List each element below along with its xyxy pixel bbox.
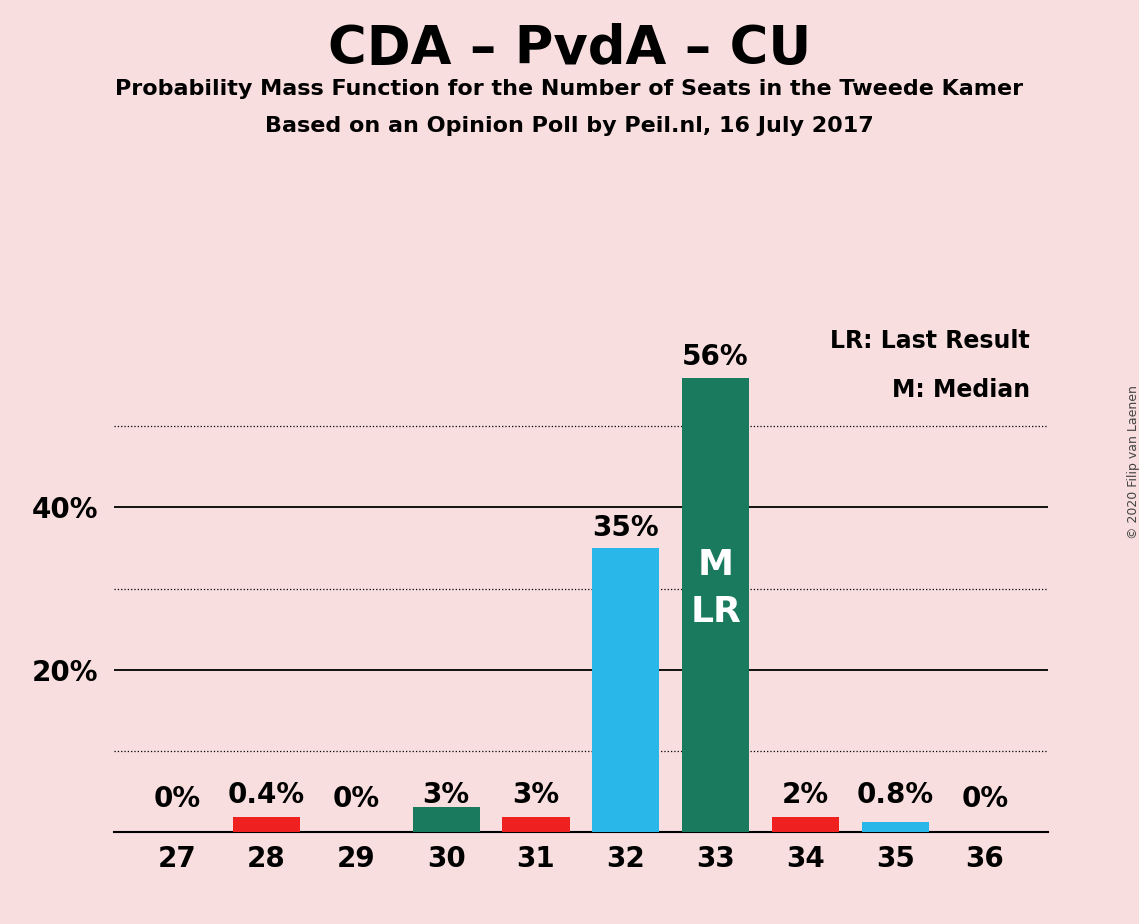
Text: 0.8%: 0.8% <box>857 781 934 808</box>
Bar <box>772 817 839 832</box>
Text: 56%: 56% <box>682 344 749 371</box>
Text: LR: Last Result: LR: Last Result <box>830 329 1030 353</box>
Bar <box>861 821 929 832</box>
Text: 0%: 0% <box>961 785 1008 813</box>
Text: 3%: 3% <box>423 781 469 808</box>
Bar <box>412 808 480 832</box>
Text: CDA – PvdA – CU: CDA – PvdA – CU <box>328 23 811 75</box>
Text: 0%: 0% <box>333 785 380 813</box>
Bar <box>682 378 749 832</box>
Text: 2%: 2% <box>781 781 829 808</box>
Text: 0.4%: 0.4% <box>228 781 305 808</box>
Text: © 2020 Filip van Laenen: © 2020 Filip van Laenen <box>1126 385 1139 539</box>
Bar <box>232 817 301 832</box>
Text: Based on an Opinion Poll by Peil.nl, 16 July 2017: Based on an Opinion Poll by Peil.nl, 16 … <box>265 116 874 136</box>
Text: Probability Mass Function for the Number of Seats in the Tweede Kamer: Probability Mass Function for the Number… <box>115 79 1024 99</box>
Text: 35%: 35% <box>592 514 659 541</box>
Text: 3%: 3% <box>513 781 559 808</box>
Text: M: Median: M: Median <box>892 378 1030 402</box>
Bar <box>502 817 570 832</box>
Text: M
LR: M LR <box>690 548 741 629</box>
Text: 0%: 0% <box>154 785 200 813</box>
Bar <box>592 548 659 832</box>
